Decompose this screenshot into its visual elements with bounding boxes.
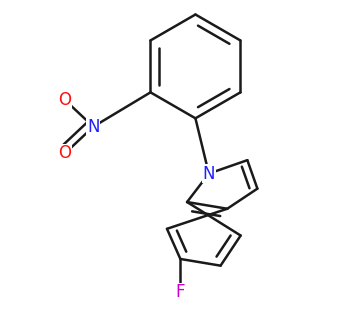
Text: O: O bbox=[58, 91, 71, 109]
Text: F: F bbox=[176, 283, 185, 301]
Text: O: O bbox=[58, 145, 71, 163]
Text: N: N bbox=[203, 165, 215, 183]
Text: N: N bbox=[87, 118, 99, 136]
